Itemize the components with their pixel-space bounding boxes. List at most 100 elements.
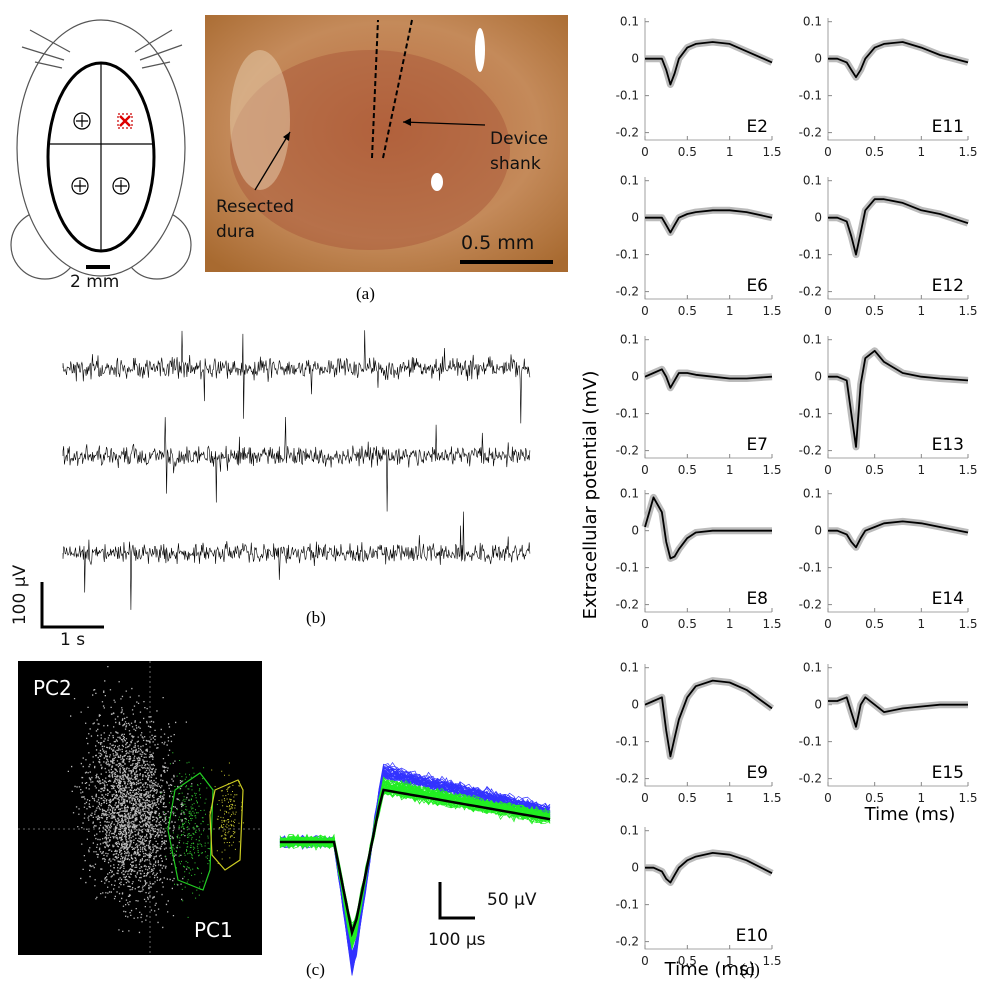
y-tick-label: 0 bbox=[814, 370, 822, 384]
x-tick-label: 1.5 bbox=[958, 304, 977, 318]
x-tick-label: 1 bbox=[726, 304, 734, 318]
y-tick-label: 0.1 bbox=[803, 333, 822, 347]
spike bbox=[280, 789, 550, 934]
y-tick-label: -0.1 bbox=[799, 248, 822, 262]
x-axis-label: Time (ms) bbox=[864, 804, 956, 825]
trace bbox=[63, 512, 530, 610]
x-tick-label: 0.5 bbox=[865, 145, 884, 159]
x-tick-label: 1.5 bbox=[762, 463, 781, 477]
x-tick-label: 0 bbox=[824, 304, 832, 318]
x-tick-label: 1.5 bbox=[762, 617, 781, 631]
x-tick-label: 1 bbox=[918, 304, 926, 318]
x-tick-label: 0 bbox=[641, 791, 649, 805]
x-tick-label: 1 bbox=[726, 463, 734, 477]
x-tick-label: 0 bbox=[641, 145, 649, 159]
y-tick-label: -0.2 bbox=[799, 126, 822, 140]
scale-label: 0.5 mm bbox=[461, 232, 534, 254]
x-tick-label: 1.5 bbox=[958, 145, 977, 159]
x-tick-label: 0 bbox=[641, 304, 649, 318]
scale-label: 50 µV bbox=[487, 890, 536, 910]
y-tick-label: 0 bbox=[814, 698, 822, 712]
sd-band bbox=[828, 521, 968, 547]
y-tick-label: 0 bbox=[631, 698, 639, 712]
y-tick-label: 0 bbox=[631, 370, 639, 384]
x-tick-label: 0.5 bbox=[865, 463, 884, 477]
y-tick-label: -0.2 bbox=[616, 126, 639, 140]
scale-bar bbox=[42, 582, 104, 627]
chart-title: E15 bbox=[932, 763, 964, 783]
scale-label: 100 µV bbox=[10, 565, 30, 625]
y-tick-label: 0 bbox=[814, 211, 822, 225]
y-tick-label: -0.2 bbox=[799, 598, 822, 612]
y-tick-label: 0 bbox=[814, 524, 822, 538]
x-tick-label: 0.5 bbox=[865, 791, 884, 805]
y-tick-label: -0.2 bbox=[799, 444, 822, 458]
annotation: Device shank bbox=[490, 127, 560, 177]
y-tick-label: -0.2 bbox=[616, 935, 639, 949]
raw-traces bbox=[63, 330, 530, 610]
y-tick-label: -0.1 bbox=[799, 735, 822, 749]
y-tick-label: 0 bbox=[814, 52, 822, 66]
y-tick-label: -0.1 bbox=[616, 898, 639, 912]
mean-line bbox=[645, 42, 772, 85]
y-tick-label: 0.1 bbox=[803, 661, 822, 675]
y-tick-label: -0.1 bbox=[616, 248, 639, 262]
y-tick-label: 0 bbox=[631, 524, 639, 538]
y-tick-label: 0 bbox=[631, 211, 639, 225]
x-tick-label: 1.5 bbox=[958, 463, 977, 477]
x-tick-label: 1.5 bbox=[762, 304, 781, 318]
x-tick-label: 0.5 bbox=[678, 463, 697, 477]
panel-caption: (b) bbox=[306, 608, 326, 628]
spike bbox=[280, 790, 550, 933]
chart-title: E6 bbox=[746, 276, 768, 296]
chart-title: E13 bbox=[932, 435, 964, 455]
y-tick-label: 0.1 bbox=[803, 487, 822, 501]
x-tick-label: 1.5 bbox=[762, 791, 781, 805]
y-tick-label: 0.1 bbox=[803, 15, 822, 29]
chart-title: E9 bbox=[746, 763, 768, 783]
chart-title: E12 bbox=[932, 276, 964, 296]
x-tick-label: 1 bbox=[918, 617, 926, 631]
chart-title: E11 bbox=[932, 117, 964, 137]
x-tick-label: 1.5 bbox=[762, 145, 781, 159]
x-tick-label: 0 bbox=[641, 463, 649, 477]
x-tick-label: 1.5 bbox=[958, 617, 977, 631]
chart-title: E14 bbox=[932, 589, 964, 609]
x-tick-label: 0.5 bbox=[865, 304, 884, 318]
y-tick-label: -0.1 bbox=[616, 407, 639, 421]
y-tick-label: -0.1 bbox=[616, 735, 639, 749]
y-tick-label: -0.2 bbox=[616, 285, 639, 299]
x-tick-label: 0 bbox=[824, 463, 832, 477]
y-tick-label: -0.2 bbox=[616, 772, 639, 786]
y-tick-label: 0.1 bbox=[620, 333, 639, 347]
axis-label: PC1 bbox=[194, 918, 233, 942]
x-tick-label: 0 bbox=[824, 791, 832, 805]
panel-caption: (c) bbox=[306, 960, 325, 980]
chart-title: E8 bbox=[746, 589, 768, 609]
y-tick-label: -0.1 bbox=[616, 561, 639, 575]
x-tick-label: 0.5 bbox=[678, 617, 697, 631]
annotation: Resected dura bbox=[216, 195, 311, 245]
x-tick-label: 0.5 bbox=[678, 304, 697, 318]
y-tick-label: 0.1 bbox=[803, 174, 822, 188]
scale-label: 2 mm bbox=[70, 272, 119, 292]
y-tick-label: 0.1 bbox=[620, 174, 639, 188]
panel-caption: (a) bbox=[356, 284, 375, 304]
x-tick-label: 1.5 bbox=[762, 954, 781, 968]
x-tick-label: 1 bbox=[918, 463, 926, 477]
scale-bar bbox=[440, 882, 475, 918]
chart-title: E10 bbox=[736, 926, 768, 946]
y-tick-label: 0.1 bbox=[620, 824, 639, 838]
y-tick-label: 0 bbox=[631, 52, 639, 66]
spike bbox=[280, 766, 550, 975]
x-tick-label: 1 bbox=[918, 145, 926, 159]
mouse-schematic bbox=[11, 20, 191, 279]
y-tick-label: -0.2 bbox=[616, 444, 639, 458]
y-tick-label: 0.1 bbox=[620, 487, 639, 501]
chart-title: E7 bbox=[746, 435, 768, 455]
mean-line bbox=[828, 199, 968, 254]
x-tick-label: 1 bbox=[726, 617, 734, 631]
y-tick-label: -0.1 bbox=[616, 89, 639, 103]
x-tick-label: 0 bbox=[641, 954, 649, 968]
